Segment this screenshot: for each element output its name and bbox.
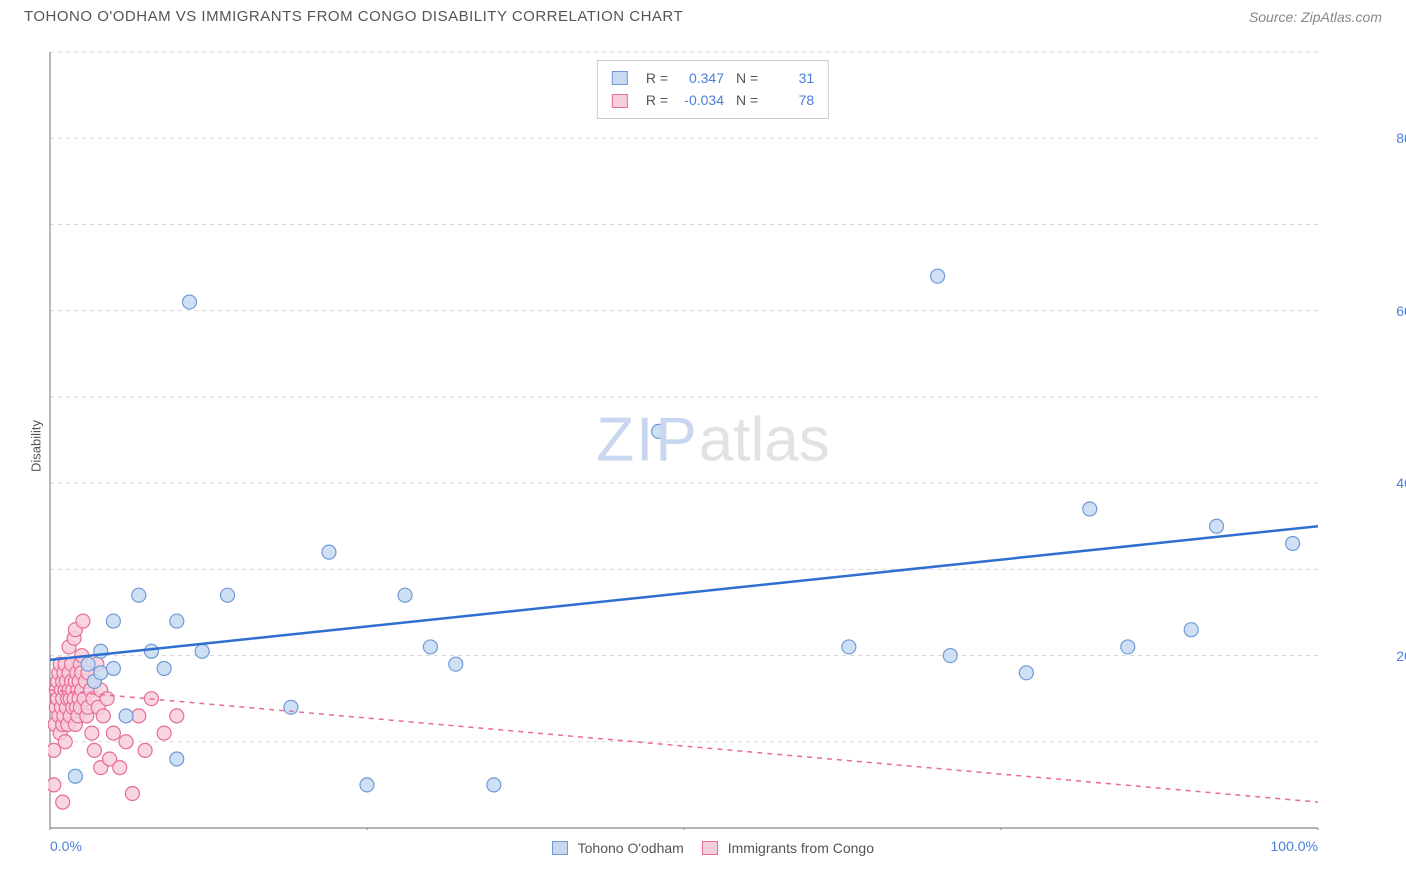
stats-row-series2: R = -0.034 N = 78 bbox=[612, 89, 814, 111]
stats-box: R = 0.347 N = 31 R = -0.034 N = 78 bbox=[597, 60, 829, 119]
y-tick-label: 60.0% bbox=[1396, 303, 1406, 319]
legend-label-series2: Immigrants from Congo bbox=[728, 840, 874, 856]
legend-label-series1: Tohono O'odham bbox=[578, 840, 684, 856]
swatch-series2-icon bbox=[702, 841, 718, 855]
n-label: N = bbox=[736, 89, 758, 111]
legend-item-series1: Tohono O'odham bbox=[552, 840, 684, 856]
y-axis-label: Disability bbox=[29, 420, 44, 472]
r-label: R = bbox=[646, 67, 668, 89]
r-value-series1: 0.347 bbox=[676, 67, 724, 89]
x-tick-label: 100.0% bbox=[1271, 838, 1318, 854]
chart-container: ZIPatlas R = 0.347 N = 31 R = -0.034 N =… bbox=[48, 50, 1378, 830]
y-tick-label: 80.0% bbox=[1396, 130, 1406, 146]
legend-item-series2: Immigrants from Congo bbox=[702, 840, 874, 856]
n-label: N = bbox=[736, 67, 758, 89]
scatter-plot bbox=[48, 50, 1378, 830]
x-tick-label: 0.0% bbox=[50, 838, 82, 854]
stats-row-series1: R = 0.347 N = 31 bbox=[612, 67, 814, 89]
r-label: R = bbox=[646, 89, 668, 111]
r-value-series2: -0.034 bbox=[676, 89, 724, 111]
legend: Tohono O'odham Immigrants from Congo bbox=[552, 840, 874, 856]
n-value-series1: 31 bbox=[766, 67, 814, 89]
chart-title: TOHONO O'ODHAM VS IMMIGRANTS FROM CONGO … bbox=[24, 8, 683, 25]
swatch-series1-icon bbox=[552, 841, 568, 855]
swatch-series2 bbox=[612, 94, 628, 108]
source-attribution: Source: ZipAtlas.com bbox=[1249, 9, 1382, 25]
y-tick-label: 40.0% bbox=[1396, 475, 1406, 491]
swatch-series1 bbox=[612, 71, 628, 85]
n-value-series2: 78 bbox=[766, 89, 814, 111]
y-tick-label: 20.0% bbox=[1396, 648, 1406, 664]
